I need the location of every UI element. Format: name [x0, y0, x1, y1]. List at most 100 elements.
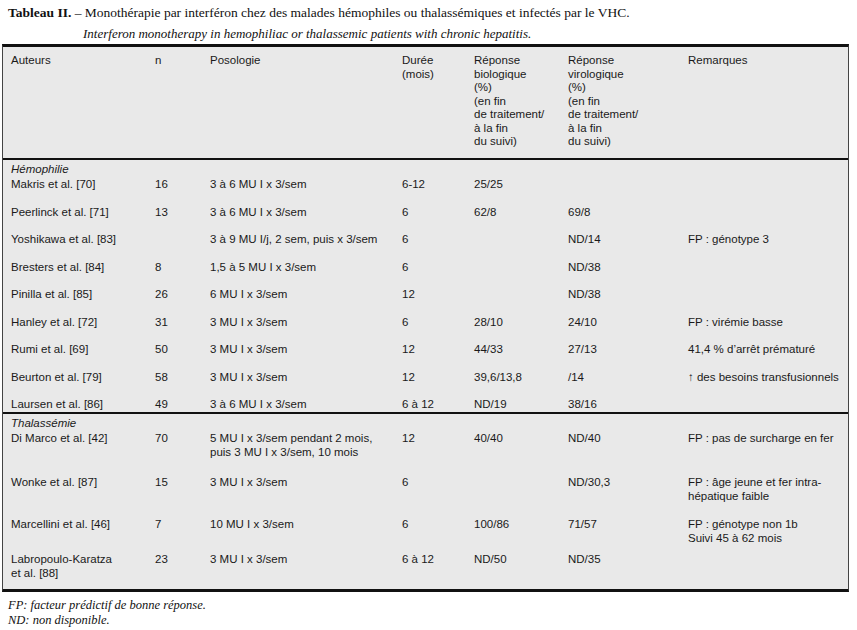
cell-n [155, 232, 210, 233]
cell-duree: 12 [402, 342, 474, 357]
cell-posologie: 3 à 6 MU I x 3/sem [210, 205, 402, 220]
cell-n: 16 [155, 177, 210, 192]
cell-auteurs: Peerlinck et al. [71] [3, 205, 155, 220]
footnote-nd: ND: non disponible. [8, 613, 206, 628]
cell-reponse-biologique [474, 232, 568, 233]
table-row: Marcellini et al. [46] 7 10 MU I x 3/sem… [3, 517, 848, 552]
cell-auteurs: Hanley et al. [72] [3, 315, 155, 330]
cell-reponse-virologique: 38/16 [568, 397, 688, 412]
cell-n: 49 [155, 397, 210, 412]
cell-auteurs: Di Marco et al. [42] [3, 431, 155, 446]
cell-reponse-virologique: 24/10 [568, 315, 688, 330]
cell-duree: 6 [402, 517, 474, 532]
cell-auteurs: Rumi et al. [69] [3, 342, 155, 357]
cell-posologie: 3 à 6 MU I x 3/sem [210, 397, 402, 412]
table-row: Yoshikawa et al. [83] 3 à 9 MU I/j, 2 se… [3, 232, 848, 260]
table-row: Bresters et al. [84] 8 1,5 à 5 MU I x 3/… [3, 260, 848, 288]
cell-posologie: 3 à 6 MU I x 3/sem [210, 177, 402, 192]
cell-n: 8 [155, 260, 210, 275]
caption-label: Tableau II. [8, 5, 71, 20]
cell-n: 13 [155, 205, 210, 220]
table-row: Wonke et al. [87] 15 3 MU I x 3/sem 6 ND… [3, 475, 848, 517]
cell-remarques: FP : génotype non 1b Suivi 45 à 62 mois [688, 517, 848, 545]
cell-duree: 12 [402, 431, 474, 446]
cell-n: 7 [155, 517, 210, 532]
cell-posologie: 3 MU I x 3/sem [210, 370, 402, 385]
cell-remarques: 41,4 % d’arrêt prématuré [688, 342, 848, 357]
cell-duree: 6 [402, 260, 474, 275]
cell-reponse-biologique [474, 260, 568, 261]
table-row: Pinilla et al. [85] 26 6 MU I x 3/sem 12… [3, 287, 848, 315]
table-row: Beurton et al. [79] 58 3 MU I x 3/sem 12… [3, 370, 848, 398]
cell-remarques: FP : génotype 3 [688, 232, 848, 247]
cell-reponse-virologique: ND/38 [568, 287, 688, 302]
cell-reponse-virologique: /14 [568, 370, 688, 385]
table-row: Peerlinck et al. [71] 13 3 à 6 MU I x 3/… [3, 205, 848, 233]
col-header-remarques: Remarques [688, 53, 848, 68]
table-row: Rumi et al. [69] 50 3 MU I x 3/sem 12 44… [3, 342, 848, 370]
cell-duree: 6 [402, 205, 474, 220]
table-row: Hanley et al. [72] 31 3 MU I x 3/sem 6 2… [3, 315, 848, 343]
cell-duree: 6 [402, 232, 474, 247]
cell-duree: 12 [402, 287, 474, 302]
table-row: Laursen et al. [86] 49 3 à 6 MU I x 3/se… [3, 397, 848, 412]
cell-n: 15 [155, 475, 210, 490]
cell-auteurs: Laursen et al. [86] [3, 397, 155, 412]
table-row: Makris et al. [70] 16 3 à 6 MU I x 3/sem… [3, 177, 848, 205]
cell-n: 58 [155, 370, 210, 385]
cell-reponse-virologique: ND/14 [568, 232, 688, 247]
col-header-n: n [155, 53, 210, 68]
cell-reponse-biologique: 44/33 [474, 342, 568, 357]
cell-auteurs: Marcellini et al. [46] [3, 517, 155, 532]
cell-reponse-biologique: 39,6/13,8 [474, 370, 568, 385]
cell-reponse-virologique: 69/8 [568, 205, 688, 220]
cell-reponse-virologique: 71/57 [568, 517, 688, 532]
cell-reponse-biologique [474, 475, 568, 476]
cell-remarques: FP : pas de surcharge en fer [688, 431, 848, 446]
cell-n: 23 [155, 552, 210, 567]
cell-posologie: 3 à 9 MU I/j, 2 sem, puis x 3/sem [210, 232, 402, 247]
cell-reponse-virologique: ND/40 [568, 431, 688, 446]
cell-reponse-virologique: ND/30,3 [568, 475, 688, 490]
cell-remarques [688, 397, 848, 398]
cell-reponse-biologique [474, 287, 568, 288]
cell-auteurs: Makris et al. [70] [3, 177, 155, 192]
cell-posologie: 3 MU I x 3/sem [210, 315, 402, 330]
cell-posologie: 3 MU I x 3/sem [210, 475, 402, 490]
cell-remarques [688, 260, 848, 261]
section-label-hemophilie: Hémophilie [3, 160, 848, 177]
cell-reponse-biologique: ND/50 [474, 552, 568, 567]
cell-reponse-biologique: 25/25 [474, 177, 568, 192]
table-row: Labropoulo-Karatza et al. [88] 23 3 MU I… [3, 552, 848, 589]
cell-n: 31 [155, 315, 210, 330]
cell-auteurs: Wonke et al. [87] [3, 475, 155, 490]
table-row: Di Marco et al. [42] 70 5 MU I x 3/sem p… [3, 431, 848, 475]
cell-remarques [688, 177, 848, 178]
cell-posologie: 5 MU I x 3/sem pendant 2 mois, puis 3 MU… [210, 431, 402, 459]
cell-reponse-biologique: 62/8 [474, 205, 568, 220]
footnotes: FP: facteur prédictif de bonne réponse. … [8, 598, 206, 628]
cell-duree: 6 à 12 [402, 552, 474, 567]
cell-n: 26 [155, 287, 210, 302]
cell-remarques [688, 205, 848, 206]
table-caption: Tableau II. – Monothérapie par interféro… [0, 0, 857, 42]
cell-duree: 6 [402, 315, 474, 330]
cell-n: 50 [155, 342, 210, 357]
cell-posologie: 10 MU I x 3/sem [210, 517, 402, 532]
col-header-duree: Durée (mois) [402, 53, 474, 81]
cell-posologie: 3 MU I x 3/sem [210, 342, 402, 357]
data-table: Auteurs n Posologie Durée (mois) Réponse… [2, 44, 849, 592]
cell-n: 70 [155, 431, 210, 446]
cell-duree: 6 à 12 [402, 397, 474, 412]
cell-reponse-biologique: ND/19 [474, 397, 568, 412]
caption-text: – Monothérapie par interféron chez des m… [75, 5, 630, 20]
cell-auteurs: Yoshikawa et al. [83] [3, 232, 155, 247]
cell-auteurs: Beurton et al. [79] [3, 370, 155, 385]
col-header-reponse-biologique: Réponse biologique (%) (en fin de traite… [474, 53, 568, 149]
col-header-posologie: Posologie [210, 53, 402, 68]
cell-remarques: ↑ des besoins transfusionnels [688, 370, 848, 385]
cell-duree: 12 [402, 370, 474, 385]
cell-remarques [688, 287, 848, 288]
col-header-reponse-virologique: Réponse virologique (%) (en fin de trait… [568, 53, 688, 149]
cell-reponse-virologique [568, 177, 688, 178]
